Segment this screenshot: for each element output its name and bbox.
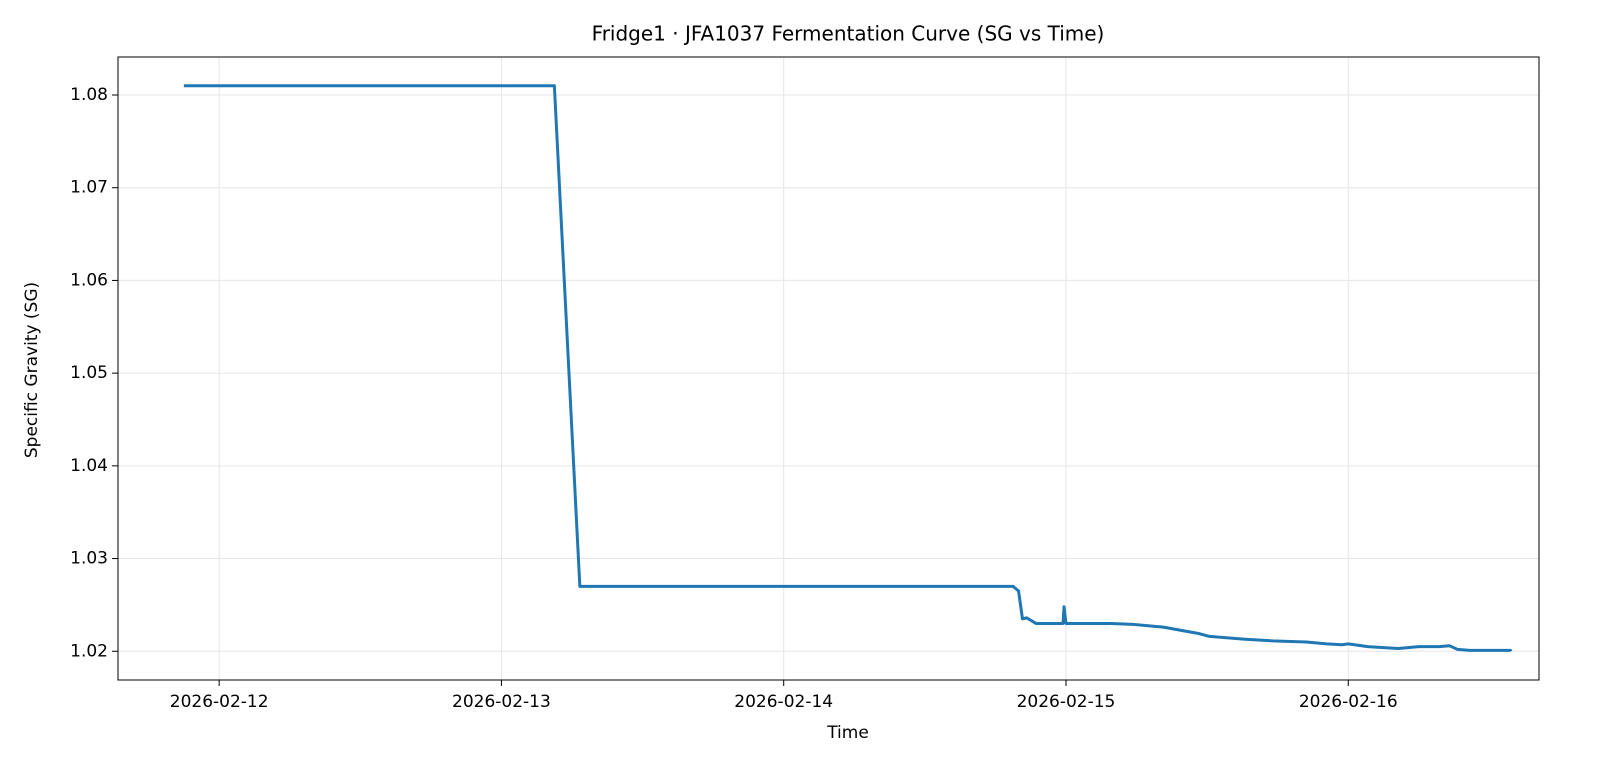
x-tick-label: 2026-02-14	[734, 692, 833, 712]
y-tick-label: 1.02	[70, 641, 108, 661]
y-tick-label: 1.04	[70, 456, 108, 476]
y-axis-label: Specific Gravity (SG)	[22, 282, 42, 458]
y-tick-label: 1.05	[70, 363, 108, 383]
sg-line	[183, 84, 1513, 652]
x-axis-label: Time	[826, 723, 869, 743]
x-tick-label: 2026-02-16	[1299, 692, 1398, 712]
y-tick-label: 1.08	[70, 85, 108, 105]
y-tick-label: 1.03	[70, 549, 108, 569]
x-tick-label: 2026-02-13	[452, 692, 551, 712]
plot-frame	[117, 56, 1540, 681]
y-tick-label: 1.06	[70, 270, 108, 290]
y-tick-label: 1.07	[70, 178, 108, 198]
x-tick-label: 2026-02-15	[1017, 692, 1116, 712]
chart-title: Fridge1 · JFA1037 Fermentation Curve (SG…	[592, 22, 1105, 46]
x-tick-label: 2026-02-12	[170, 692, 269, 712]
